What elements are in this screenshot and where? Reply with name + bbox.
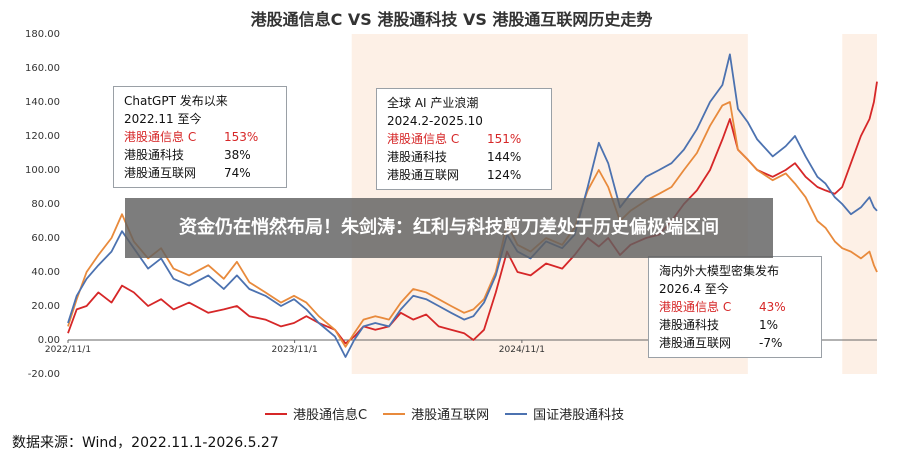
data-source: 数据来源：Wind，2022.11.1-2026.5.27 (12, 435, 279, 451)
y-tick-label: 120.00 (25, 131, 60, 142)
y-tick-label: 100.00 (25, 165, 60, 176)
annotation-row: 港股通信息 C 151% (387, 130, 541, 148)
annotation-row: 港股通科技 1% (659, 316, 811, 334)
chart-title: 港股通信息C VS 港股通科技 VS 港股通互联网历史走势 (250, 10, 653, 29)
legend-label: 港股通互联网 (411, 408, 490, 423)
annotation-heading: 全球 AI 产业浪潮 (387, 96, 479, 110)
y-tick-label: 80.00 (31, 199, 60, 210)
row-name: 港股通互联网 (659, 336, 732, 350)
annotation-period: 2024.2-2025.10 (387, 114, 483, 128)
x-tick-label: 2024/11/1 (499, 345, 545, 355)
y-tick-label: 40.00 (31, 267, 60, 278)
legend-label: 港股通信息C (293, 408, 368, 423)
annotation-row: 港股通互联网 74% (124, 164, 276, 182)
annotation-row: 港股通科技 144% (387, 148, 541, 166)
row-value: 151% (487, 132, 522, 146)
annotation-row: 港股通信息 C 153% (124, 128, 276, 146)
annotation-row: 港股通互联网 124% (387, 166, 541, 184)
y-tick-label: 180.00 (25, 29, 60, 40)
annotation-row: 港股通科技 38% (124, 146, 276, 164)
row-name: 港股通互联网 (124, 166, 197, 180)
y-tick-label: -20.00 (28, 369, 60, 380)
row-name: 港股通信息 C (387, 132, 460, 146)
y-tick-label: 60.00 (31, 233, 60, 244)
legend-item: 港股通信息C (265, 404, 367, 423)
x-tick-label: 2023/11/1 (272, 345, 318, 355)
row-value: 124% (487, 168, 522, 182)
row-name: 港股通科技 (124, 148, 185, 162)
legend-item: 国证港股通科技 (505, 404, 624, 423)
legend-swatch (265, 412, 287, 415)
row-value: 74% (224, 166, 251, 180)
annotation-period: 2022.11 至今 (124, 112, 202, 126)
y-tick-label: 140.00 (25, 97, 60, 108)
row-value: 38% (224, 148, 251, 162)
chart-legend: 港股通信息C 港股通互联网 国证港股通科技 (265, 404, 624, 423)
annotation-row: 港股通信息 C 43% (659, 298, 811, 316)
annotation-heading: 海内外大模型密集发布 (659, 264, 780, 278)
annotation-models: 海内外大模型密集发布 2026.4 至今 港股通信息 C 43% 港股通科技 1% … (648, 256, 822, 358)
y-tick-label: 20.00 (31, 301, 60, 312)
row-value: 153% (224, 130, 259, 144)
annotation-chatgpt: ChatGPT 发布以来 2022.11 至今 港股通信息 C 153% 港股通科… (113, 86, 287, 188)
row-name: 港股通信息 C (124, 130, 197, 144)
headline-banner: 资金仍在悄然布局！朱剑涛：红利与科技剪刀差处于历史偏极端区间 (125, 198, 773, 258)
row-name: 港股通科技 (659, 318, 720, 332)
annotation-ai-wave: 全球 AI 产业浪潮 2024.2-2025.10 港股通信息 C 151% 港股… (376, 88, 552, 190)
annotation-heading: ChatGPT 发布以来 (124, 94, 228, 108)
legend-label: 国证港股通科技 (533, 408, 625, 423)
row-value: -7% (759, 336, 783, 350)
row-name: 港股通互联网 (387, 168, 460, 182)
row-value: 144% (487, 150, 522, 164)
y-tick-label: 0.00 (38, 335, 60, 346)
y-tick-label: 160.00 (25, 63, 60, 74)
series-line-info-c (67, 81, 878, 345)
annotation-row: 港股通互联网 -7% (659, 334, 811, 352)
legend-item: 港股通互联网 (383, 404, 489, 423)
shaded-period (842, 34, 877, 374)
row-name: 港股通信息 C (659, 300, 732, 314)
row-name: 港股通科技 (387, 150, 448, 164)
row-value: 43% (759, 300, 786, 314)
x-tick-label: 2022/11/1 (45, 345, 91, 355)
annotation-period: 2026.4 至今 (659, 282, 729, 296)
row-value: 1% (759, 318, 779, 332)
legend-swatch (505, 412, 528, 415)
legend-swatch (383, 412, 406, 415)
